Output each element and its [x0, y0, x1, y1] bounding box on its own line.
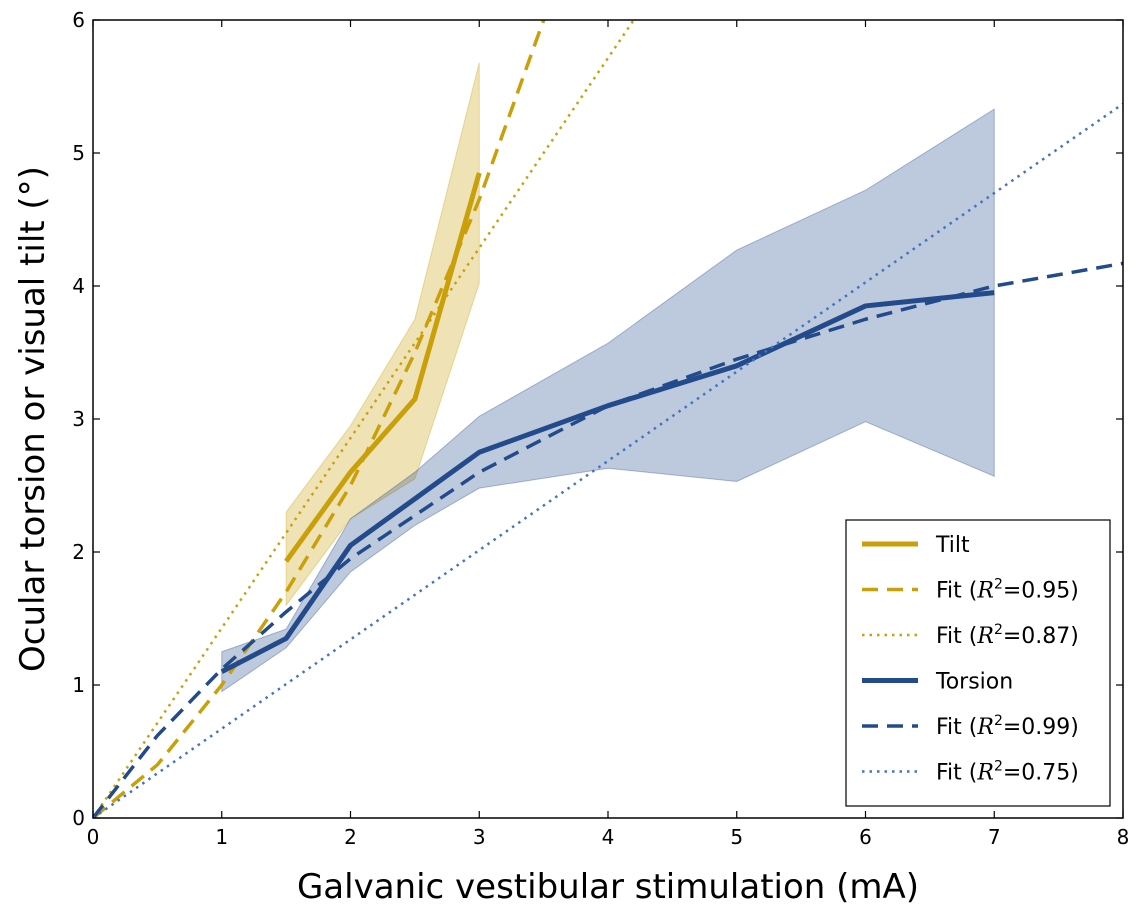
- x-tick-label: 0: [87, 825, 100, 849]
- x-tick-label: 1: [215, 825, 228, 849]
- series-line-5: [93, 261, 1123, 818]
- band-tilt: [285, 62, 480, 607]
- y-tick-label: 4: [72, 274, 85, 298]
- x-tick-label: 7: [988, 825, 1001, 849]
- series-line-1: [284, 172, 482, 563]
- legend-label: Torsion: [935, 670, 1013, 695]
- series-line-2: [93, 20, 546, 818]
- legend-box: [845, 519, 1111, 807]
- band-torsion: [221, 108, 995, 693]
- y-axis-label: Ocular torsion or visual tilt (°): [13, 166, 53, 672]
- x-tick-label: 5: [730, 825, 743, 849]
- y-tick-label: 6: [72, 8, 85, 32]
- legend-label: Fit (R2=0.87): [936, 622, 1079, 649]
- series-lines: [93, 20, 1123, 818]
- y-tick-label: 5: [72, 141, 85, 165]
- y-tick-label: 2: [72, 540, 85, 564]
- confidence-bands: [221, 62, 995, 693]
- legend-label: Fit (R2=0.99): [936, 713, 1079, 740]
- legend-label: Tilt: [935, 533, 970, 558]
- series-line-6: [93, 102, 1123, 818]
- x-tick-label: 3: [473, 825, 486, 849]
- y-tick-label: 1: [72, 673, 85, 697]
- series-line-4: [220, 290, 995, 674]
- legend-label: Fit (R2=0.75): [936, 759, 1079, 786]
- x-axis-label: Galvanic vestibular stimulation (mA): [297, 867, 919, 906]
- legend-label: Fit (R2=0.95): [936, 577, 1079, 604]
- x-tick-label: 4: [602, 825, 615, 849]
- y-tick-label: 0: [72, 806, 85, 830]
- x-tick-label: 8: [1117, 825, 1130, 849]
- y-tick-label: 3: [72, 407, 85, 431]
- x-tick-label: 6: [859, 825, 872, 849]
- series-line-3: [93, 20, 635, 818]
- legend: Tilt Fit (R2=0.95) Fit (R2=0.87) Torsion Fit…: [845, 519, 1111, 807]
- x-tick-label: 2: [344, 825, 357, 849]
- axis-ticks: 0 1 2 3 4 5 6 7 8 0 1 2 3 4 5 6: [72, 8, 1129, 849]
